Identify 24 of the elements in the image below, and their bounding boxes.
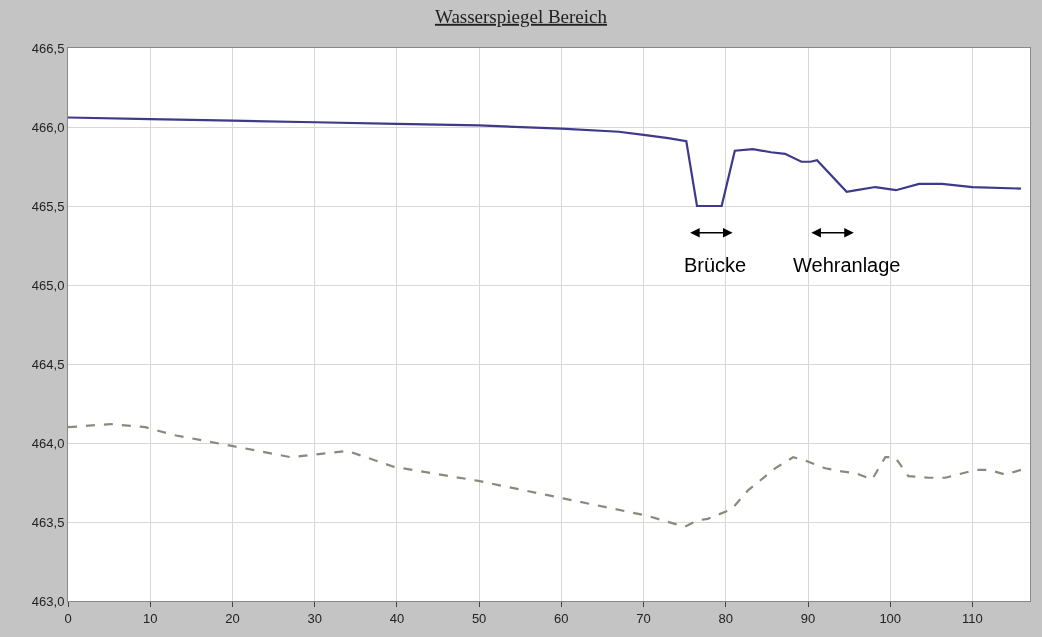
line-series: [68, 116, 1023, 208]
y-tick-label: 464,0: [31, 435, 65, 451]
y-tick-label: 466,5: [31, 40, 65, 56]
y-tick-label: 464,5: [31, 356, 65, 372]
x-tick-label: 100: [879, 610, 902, 626]
y-tick-label: 466,0: [31, 119, 65, 135]
x-tick-label: 110: [962, 610, 983, 626]
annotation: Brücke: [684, 254, 747, 276]
y-tick-label: 465,5: [31, 198, 65, 214]
x-tick-label: 80: [718, 610, 734, 626]
x-tick-label: 70: [636, 610, 651, 626]
y-tick-label: 465,0: [31, 277, 65, 293]
x-tick-label: 90: [800, 610, 816, 626]
x-tick-label: 60: [554, 610, 569, 626]
x-tick-label: 0: [64, 610, 72, 626]
y-tick-label: 463,0: [31, 593, 65, 609]
y-tick-label: 463,5: [31, 514, 65, 530]
x-tick-label: 20: [225, 610, 240, 626]
x-tick-label: 50: [471, 610, 487, 626]
x-tick-label: 10: [142, 610, 158, 626]
annotation: Wehranlage: [793, 254, 901, 276]
x-tick-label: 40: [389, 610, 405, 626]
x-tick-label: 30: [307, 610, 322, 626]
chart-title: Wasserspiegel Bereich: [434, 5, 608, 27]
